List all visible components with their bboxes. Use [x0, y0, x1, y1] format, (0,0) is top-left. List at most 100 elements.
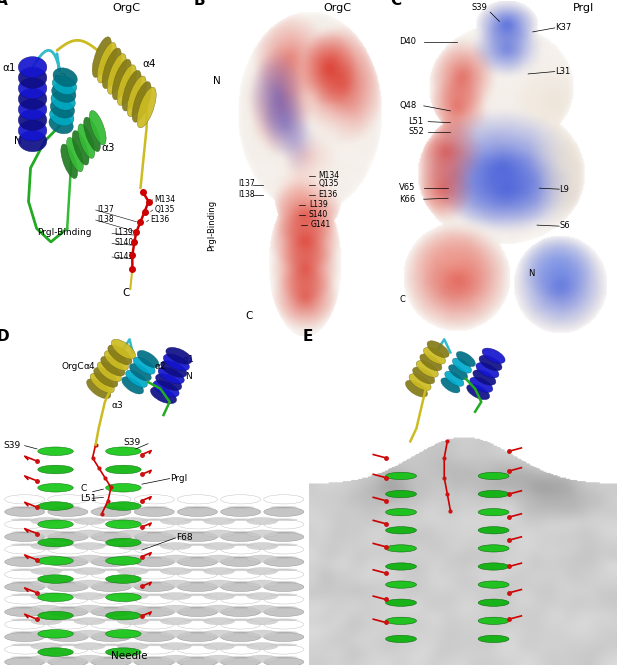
Ellipse shape — [31, 530, 62, 537]
Ellipse shape — [184, 544, 211, 546]
Text: α4: α4 — [143, 59, 156, 69]
Ellipse shape — [221, 583, 260, 591]
Ellipse shape — [89, 110, 106, 145]
Ellipse shape — [204, 530, 234, 537]
Ellipse shape — [141, 556, 168, 558]
Text: B: B — [194, 0, 205, 8]
Ellipse shape — [160, 642, 191, 650]
Ellipse shape — [227, 518, 255, 521]
Ellipse shape — [184, 556, 211, 558]
Ellipse shape — [478, 527, 509, 534]
Ellipse shape — [97, 362, 122, 382]
Ellipse shape — [117, 555, 148, 562]
Ellipse shape — [4, 657, 44, 667]
Ellipse shape — [48, 632, 88, 642]
Ellipse shape — [112, 59, 131, 100]
Text: α1: α1 — [2, 62, 15, 73]
Text: PrgI-Binding: PrgI-Binding — [36, 228, 91, 237]
Ellipse shape — [247, 542, 278, 550]
Ellipse shape — [141, 506, 168, 509]
Ellipse shape — [178, 495, 218, 504]
Ellipse shape — [204, 655, 234, 663]
Ellipse shape — [151, 387, 176, 404]
Ellipse shape — [478, 509, 509, 516]
Ellipse shape — [10, 531, 38, 534]
Ellipse shape — [247, 618, 278, 625]
Ellipse shape — [19, 56, 47, 78]
Ellipse shape — [49, 115, 73, 134]
Ellipse shape — [90, 373, 114, 393]
Ellipse shape — [445, 371, 464, 386]
Ellipse shape — [10, 606, 38, 609]
Ellipse shape — [204, 580, 234, 587]
Ellipse shape — [166, 347, 192, 364]
Ellipse shape — [38, 556, 73, 565]
Ellipse shape — [97, 531, 125, 534]
Text: S140: S140 — [114, 239, 133, 247]
Ellipse shape — [111, 339, 136, 359]
Ellipse shape — [227, 581, 255, 583]
Ellipse shape — [97, 556, 125, 558]
Ellipse shape — [97, 506, 125, 509]
Text: N: N — [213, 76, 221, 86]
Ellipse shape — [54, 593, 81, 596]
Ellipse shape — [54, 644, 81, 646]
Ellipse shape — [38, 465, 73, 474]
Ellipse shape — [4, 545, 44, 554]
Text: G141: G141 — [311, 220, 331, 228]
Ellipse shape — [160, 655, 191, 663]
Ellipse shape — [134, 632, 175, 642]
Ellipse shape — [270, 518, 297, 521]
Ellipse shape — [178, 645, 218, 654]
Ellipse shape — [478, 491, 509, 498]
Ellipse shape — [106, 502, 141, 510]
Ellipse shape — [54, 531, 81, 534]
Ellipse shape — [141, 618, 168, 621]
Ellipse shape — [161, 361, 187, 377]
Ellipse shape — [247, 630, 278, 637]
Ellipse shape — [420, 354, 442, 371]
Text: N: N — [14, 136, 22, 146]
Ellipse shape — [160, 618, 191, 625]
Ellipse shape — [270, 581, 297, 583]
Ellipse shape — [91, 595, 131, 604]
Ellipse shape — [405, 380, 428, 397]
Ellipse shape — [427, 341, 449, 358]
Ellipse shape — [92, 37, 112, 77]
Text: α1: α1 — [182, 355, 194, 364]
Ellipse shape — [31, 605, 62, 612]
Ellipse shape — [54, 631, 81, 634]
Ellipse shape — [137, 350, 159, 368]
Ellipse shape — [221, 570, 260, 579]
Ellipse shape — [4, 583, 44, 591]
Ellipse shape — [466, 384, 490, 400]
Ellipse shape — [479, 355, 502, 371]
Ellipse shape — [141, 569, 168, 571]
Ellipse shape — [4, 595, 44, 604]
Ellipse shape — [4, 645, 44, 654]
Ellipse shape — [106, 556, 141, 565]
Ellipse shape — [72, 130, 89, 165]
Ellipse shape — [91, 545, 131, 554]
Ellipse shape — [117, 580, 148, 587]
Ellipse shape — [10, 593, 38, 596]
Ellipse shape — [4, 532, 44, 542]
Ellipse shape — [48, 532, 88, 542]
Ellipse shape — [31, 618, 62, 625]
Ellipse shape — [54, 606, 81, 609]
Ellipse shape — [204, 618, 234, 625]
Ellipse shape — [204, 642, 234, 650]
Ellipse shape — [10, 644, 38, 646]
Ellipse shape — [227, 556, 255, 558]
Ellipse shape — [61, 144, 78, 179]
Ellipse shape — [74, 593, 105, 599]
Ellipse shape — [478, 563, 509, 570]
Ellipse shape — [184, 606, 211, 609]
Text: L51: L51 — [80, 494, 97, 503]
Ellipse shape — [52, 83, 76, 102]
Ellipse shape — [51, 99, 75, 118]
Ellipse shape — [134, 657, 175, 667]
Ellipse shape — [91, 583, 131, 591]
Ellipse shape — [263, 657, 304, 667]
Ellipse shape — [91, 557, 131, 566]
